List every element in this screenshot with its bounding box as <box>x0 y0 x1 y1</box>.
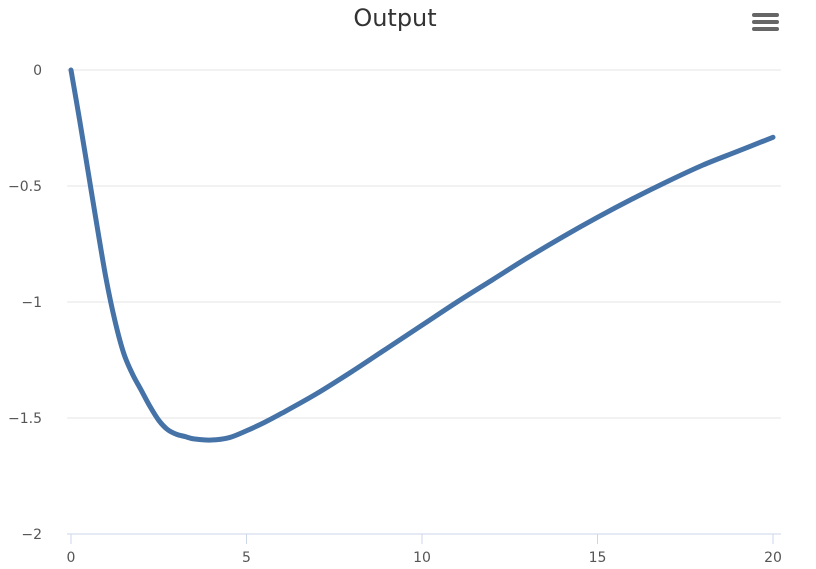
x-tick-label: 0 <box>67 550 76 566</box>
chart-title: Output <box>353 4 436 32</box>
hamburger-menu-icon[interactable] <box>752 13 779 31</box>
x-tick-label: 15 <box>589 550 607 566</box>
y-tick-label: −1.5 <box>8 411 42 427</box>
x-tick-label: 10 <box>413 550 431 566</box>
y-tick-label: −0.5 <box>8 179 42 195</box>
y-tick-label: 0 <box>33 63 42 79</box>
output-series-line <box>68 67 776 443</box>
plot-series <box>68 67 776 443</box>
x-axis-labels: 0 5 10 15 20 <box>67 550 782 566</box>
menu-bar-bottom <box>752 27 779 31</box>
y-tick-label: −1 <box>21 295 42 311</box>
x-axis <box>67 533 781 544</box>
y-axis-labels: 0 −0.5 −1 −1.5 −2 <box>8 63 42 543</box>
y-tick-label: −2 <box>21 527 42 543</box>
menu-bar-top <box>752 13 779 17</box>
x-tick-label: 20 <box>764 550 782 566</box>
menu-bar-middle <box>752 20 779 24</box>
x-tick-label: 5 <box>242 550 251 566</box>
